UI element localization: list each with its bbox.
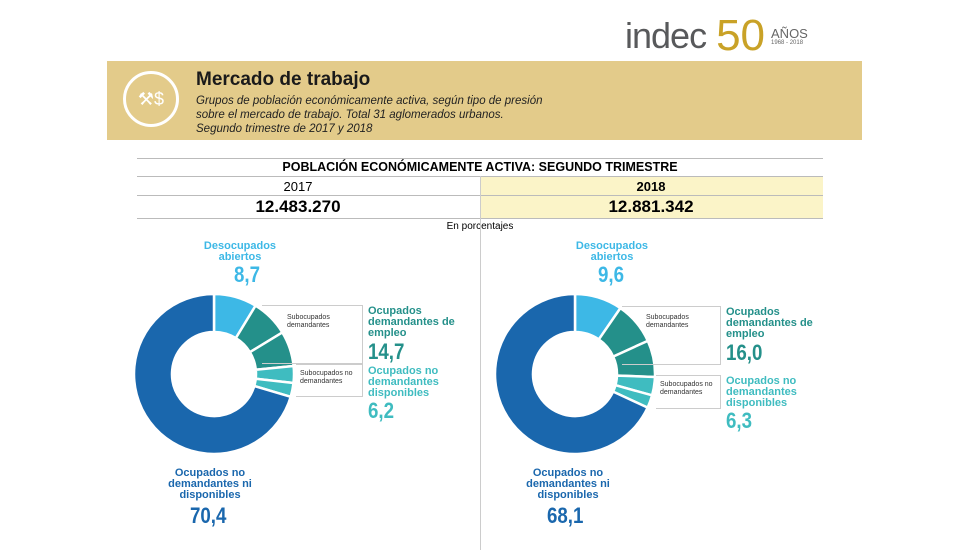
label-desocupados: Desocupados abiertos [575,240,649,263]
slice-ocupados-no-demandantes-ni-disponibles [132,292,293,456]
donut-chart-2018 [493,292,657,456]
value-desocupados-2017: 8,7 [234,262,261,287]
divider [137,158,823,159]
slice-ocupados-no-demandantes-ni-disponibles [493,292,650,456]
indec-logo: indec 50 AÑOS 1968 - 2018 [625,11,808,60]
value-desocupados-2018: 9,6 [598,262,625,287]
donut-chart-2017 [132,292,296,456]
year-2017: 2017 [283,179,313,194]
label-ocupados-nodem-disp: Ocupados no demandantes disponibles [726,375,797,409]
logo-anos: AÑOS 1968 - 2018 [771,25,808,46]
value-ocupados-nodem-disp-2017: 6,2 [368,398,395,423]
table-title: POBLACIÓN ECONÓMICAMENTE ACTIVA: SEGUNDO… [282,160,678,174]
callout-box [656,375,721,409]
label-sub-dem: Subocupados demandantes [646,314,689,329]
value-ocupados-nodem-nodisp-2017: 70,4 [190,503,227,528]
header-band: ⚒$ Mercado de trabajo Grupos de població… [107,61,862,140]
divider [480,176,481,218]
label-sub-dem: Subocupados demandantes [287,314,330,329]
callout-box [262,305,363,364]
callout-box [622,306,721,365]
label-desocupados: Desocupados abiertos [203,240,277,263]
label-ocupados-nodem-disp: Ocupados no demandantes disponibles [368,365,439,399]
label-ocupados-dem: Ocupados demandantes de empleo [368,305,455,339]
label-sub-nodem: Subocupados no demandantes [300,370,353,385]
page-subtitle: Grupos de población económicamente activ… [196,95,543,135]
value-ocupados-nodem-disp-2018: 6,3 [726,408,753,433]
worker-money-icon: ⚒$ [123,71,179,127]
pea-2017: 12.483.270 [255,197,341,216]
highlight-2018 [481,177,823,218]
callout-box [296,364,363,397]
logo-50: 50 [716,11,766,60]
year-2018: 2018 [636,179,666,194]
label-ocupados-nodem-nodisp: Ocupados no demandantes ni disponibles [168,467,252,501]
value-ocupados-dem-2017: 14,7 [368,339,405,364]
label-ocupados-dem: Ocupados demandantes de empleo [726,306,813,340]
label-ocupados-nodem-nodisp: Ocupados no demandantes ni disponibles [526,467,610,501]
divider [480,218,481,550]
value-ocupados-dem-2018: 16,0 [726,340,763,365]
value-ocupados-nodem-nodisp-2018: 68,1 [547,503,584,528]
logo-brand: indec [625,15,707,56]
pea-2018: 12.881.342 [608,197,694,216]
page-title: Mercado de trabajo [196,69,371,90]
label-sub-nodem: Subocupados no demandantes [660,381,713,396]
